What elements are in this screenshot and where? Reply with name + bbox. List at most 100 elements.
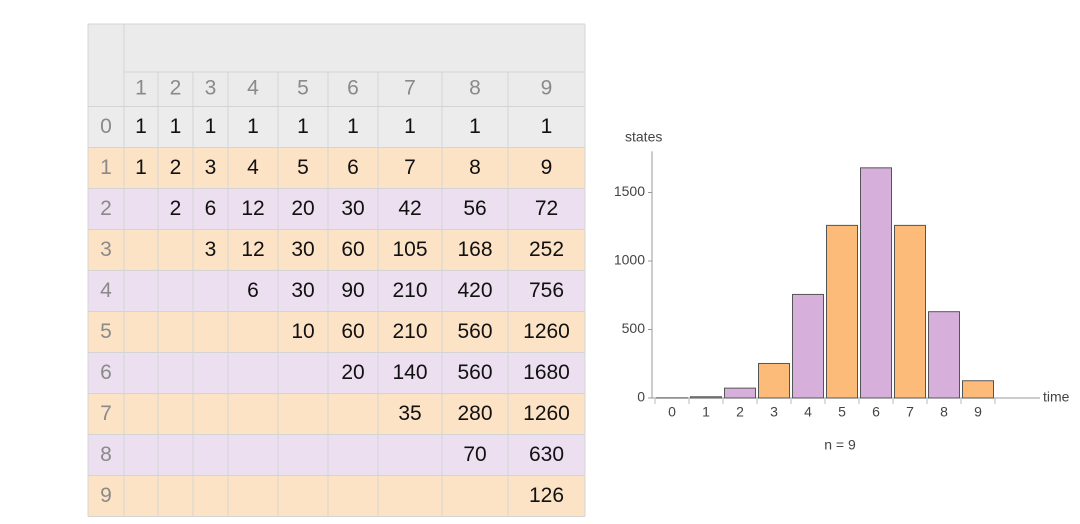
table-cell: 280	[457, 402, 492, 425]
table-cell-bg	[88, 270, 585, 312]
column-header: 6	[347, 77, 359, 100]
table-cell: 9	[541, 156, 553, 179]
table-cell: 20	[291, 197, 314, 220]
table-cell-bg	[88, 229, 585, 271]
column-header: 2	[170, 77, 182, 100]
column-header: 8	[469, 77, 481, 100]
y-tick-label: 1000	[614, 252, 645, 268]
column-header: 3	[205, 77, 217, 100]
table-cell: 20	[341, 361, 364, 384]
y-tick-label: 500	[622, 320, 646, 336]
x-axis-label: time	[1043, 389, 1070, 405]
table-cell: 3	[205, 156, 217, 179]
x-tick-label: 4	[804, 404, 812, 420]
y-tick-label: 1500	[614, 183, 645, 199]
table-cell: 210	[392, 320, 427, 343]
table-cell: 35	[398, 402, 421, 425]
x-tick-label: 9	[974, 404, 982, 420]
table-cell: 1	[135, 115, 147, 138]
table-cell: 420	[457, 279, 492, 302]
table-cell: 140	[392, 361, 427, 384]
table-cell: 630	[529, 443, 564, 466]
x-tick-label: 0	[668, 404, 676, 420]
table-cell: 1	[135, 156, 147, 179]
table-cell: 210	[392, 279, 427, 302]
y-tick-label: 0	[637, 389, 645, 405]
x-tick-label: 6	[872, 404, 880, 420]
row-header: 5	[100, 320, 112, 343]
table-cell: 6	[247, 279, 259, 302]
table-cell: 8	[469, 156, 481, 179]
row-header: 2	[100, 197, 112, 220]
table-cell-bg	[88, 24, 585, 107]
table-cell: 1	[469, 115, 481, 138]
column-header: 9	[541, 77, 553, 100]
table-cell: 30	[341, 197, 364, 220]
table-cell-bg	[88, 188, 585, 230]
table-cell: 72	[535, 197, 558, 220]
table-cell-bg	[88, 475, 585, 517]
table-cell: 2	[170, 197, 182, 220]
bar	[724, 387, 756, 399]
table-cell: 56	[463, 197, 486, 220]
table-cell-bg	[88, 311, 585, 353]
x-tick-label: 8	[940, 404, 948, 420]
table-cell-bg	[88, 106, 585, 148]
bar	[860, 167, 892, 399]
table-cell: 30	[291, 279, 314, 302]
column-header: 4	[247, 77, 259, 100]
table-cell: 4	[247, 156, 259, 179]
table-cell: 1	[205, 115, 217, 138]
column-header: 7	[404, 77, 416, 100]
table-cell: 90	[341, 279, 364, 302]
chart-subtitle: n = 9	[824, 437, 856, 453]
table-cell: 1	[297, 115, 309, 138]
row-header: 4	[100, 279, 112, 302]
x-tick-label: 5	[838, 404, 846, 420]
table-cell: 70	[463, 443, 486, 466]
table-cell-bg	[88, 147, 585, 189]
table-cell: 252	[529, 238, 564, 261]
bar	[894, 224, 926, 399]
bar	[962, 380, 994, 399]
table-cell-bg	[88, 393, 585, 435]
table-cell: 12	[241, 238, 264, 261]
row-header: 1	[100, 156, 112, 179]
table-cell: 1260	[523, 402, 570, 425]
row-header: 6	[100, 361, 112, 384]
column-header: 1	[135, 77, 147, 100]
table-cell: 3	[205, 238, 217, 261]
table-cell: 105	[392, 238, 427, 261]
column-header: 5	[297, 77, 309, 100]
table-cell: 30	[291, 238, 314, 261]
bar	[792, 293, 824, 399]
row-header: 3	[100, 238, 112, 261]
table-cell: 1	[347, 115, 359, 138]
row-header: 8	[100, 443, 112, 466]
table-cell: 60	[341, 320, 364, 343]
table-cell: 1	[170, 115, 182, 138]
table-cell: 2	[170, 156, 182, 179]
row-header: 7	[100, 402, 112, 425]
table-cell: 6	[205, 197, 217, 220]
bar	[928, 311, 960, 399]
table-cell-bg	[88, 352, 585, 394]
table-cell: 60	[341, 238, 364, 261]
table-cell: 7	[404, 156, 416, 179]
bar	[826, 224, 858, 399]
table-cell: 126	[529, 484, 564, 507]
x-tick-label: 7	[906, 404, 914, 420]
x-tick-label: 1	[702, 404, 710, 420]
table-cell: 42	[398, 197, 421, 220]
x-tick-label: 2	[736, 404, 744, 420]
table-cell: 1260	[523, 320, 570, 343]
y-axis-label: states	[625, 129, 662, 145]
table-cell: 1	[247, 115, 259, 138]
x-tick-label: 3	[770, 404, 778, 420]
table-cell: 1680	[523, 361, 570, 384]
row-header: 0	[100, 115, 112, 138]
table-cell: 560	[457, 320, 492, 343]
table-cell: 12	[241, 197, 264, 220]
table-cell: 6	[347, 156, 359, 179]
